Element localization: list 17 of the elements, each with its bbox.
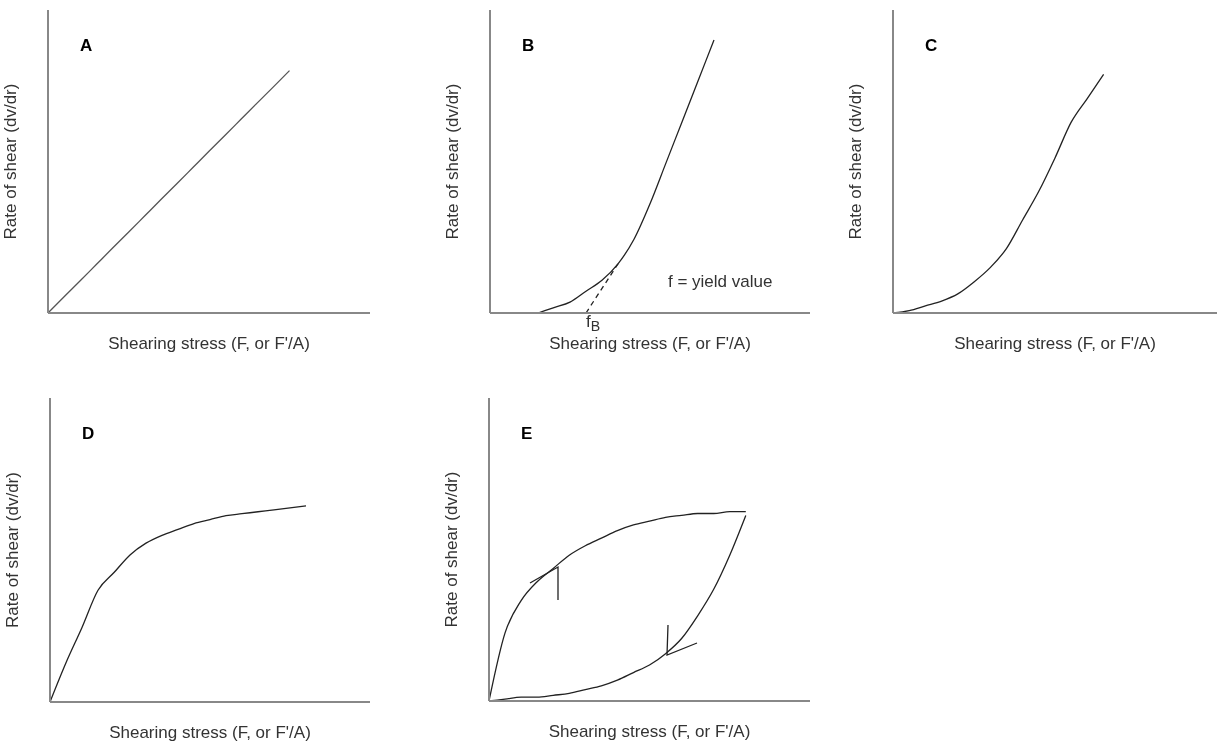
chart-title: C [925,36,938,56]
chart-title: A [80,36,93,56]
y-axis-title: Rate of shear (dv/dr) [1,83,21,240]
annotation: f = yield value [668,272,773,292]
x-axis-title: Shearing stress (F, or F'/A) [109,723,311,742]
chart-title: D [82,424,95,444]
x-axis-title: Shearing stress (F, or F'/A) [108,334,310,353]
x-axis-title: Shearing stress (F, or F'/A) [549,334,751,353]
annotation: f$_{B}$ [586,312,601,335]
x-axis-title: Shearing stress (F, or F'/A) [954,334,1156,353]
chart-title: B [522,36,535,56]
x-axis-title: Shearing stress (F, or F'/A) [548,722,751,741]
y-axis-title: Rate of shear (dv/dr) [846,83,866,240]
chart-title: E [521,424,533,444]
y-axis-title: Rate of shear (dv/dr) [442,471,462,628]
y-axis-title: Rate of shear (dv/dr) [443,83,463,240]
y-axis-title: Rate of shear (dv/dr) [3,472,23,628]
